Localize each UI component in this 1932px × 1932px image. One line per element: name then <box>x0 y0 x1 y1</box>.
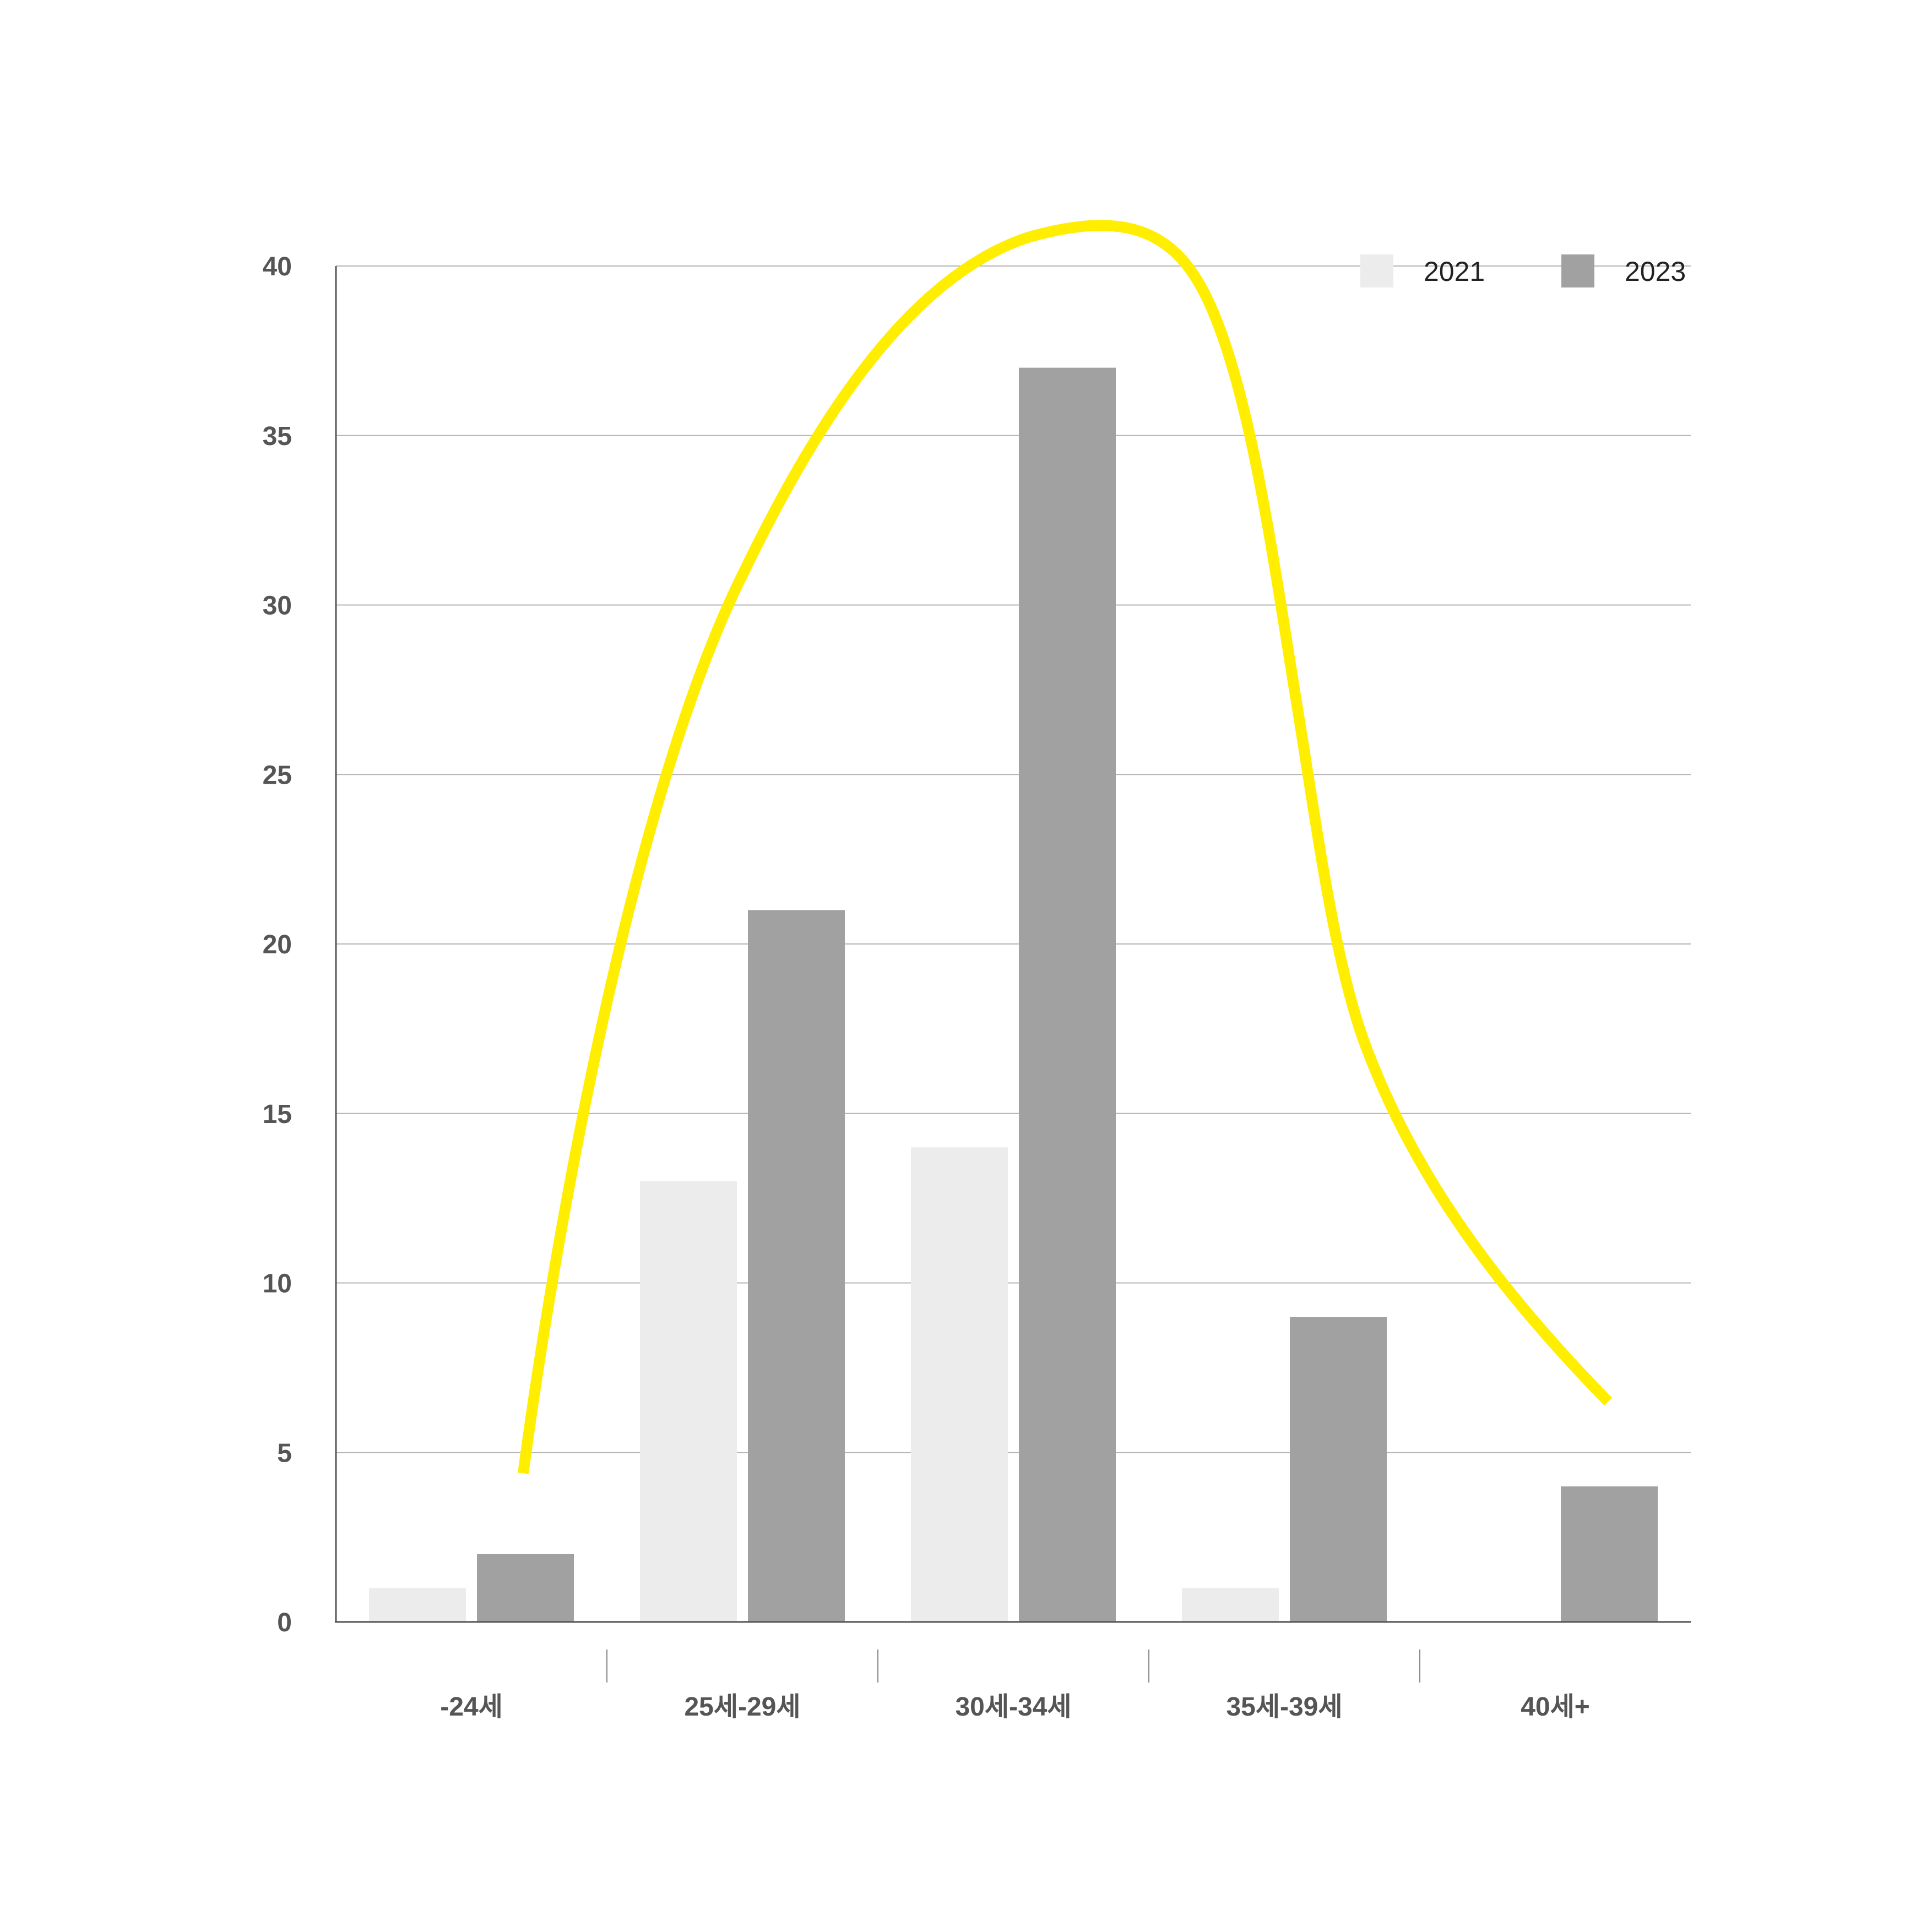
bar-2021-0 <box>369 1588 466 1622</box>
y-axis-tick-labels: 0 5 10 15 20 25 30 35 40 <box>263 252 292 1637</box>
legend-swatch-2023 <box>1561 254 1594 287</box>
bar-2023-3 <box>1290 1317 1387 1622</box>
bar-2021-2 <box>911 1147 1008 1622</box>
x-tick-label: 30세-34세 <box>955 1692 1071 1722</box>
bar-2023-4 <box>1561 1486 1658 1622</box>
x-tick-label: 40세+ <box>1521 1692 1590 1722</box>
x-tick-label: 35세-39세 <box>1226 1692 1342 1722</box>
x-tick-label: 25세-29세 <box>684 1692 800 1722</box>
legend-label-2021: 2021 <box>1424 256 1485 287</box>
bar-2023-1 <box>748 910 845 1622</box>
y-tick-label: 40 <box>263 252 292 281</box>
y-tick-label: 25 <box>263 761 292 790</box>
y-tick-label: 30 <box>263 591 292 621</box>
y-tick-label: 20 <box>263 930 292 959</box>
y-tick-label: 35 <box>263 422 292 451</box>
bar-2023-0 <box>477 1554 574 1622</box>
bars <box>369 367 1658 1622</box>
x-axis-tick-labels: -24세 25세-29세 30세-34세 35세-39세 40세+ <box>440 1692 1590 1722</box>
x-axis-category-dividers <box>606 1649 1420 1683</box>
grid-lines <box>336 265 1691 1453</box>
bar-2021-3 <box>1182 1588 1279 1622</box>
y-tick-label: 10 <box>263 1269 292 1299</box>
y-tick-label: 5 <box>277 1439 292 1468</box>
legend-swatch-2021 <box>1360 254 1393 287</box>
bar-2023-2 <box>1019 367 1116 1622</box>
trend-curve-annotation <box>518 220 1613 1474</box>
y-tick-label: 15 <box>263 1100 292 1129</box>
legend: 2021 2023 <box>1360 254 1686 287</box>
x-tick-label: -24세 <box>440 1692 503 1722</box>
y-tick-label: 0 <box>277 1608 292 1637</box>
legend-label-2023: 2023 <box>1625 256 1686 287</box>
bar-2021-1 <box>640 1181 737 1622</box>
